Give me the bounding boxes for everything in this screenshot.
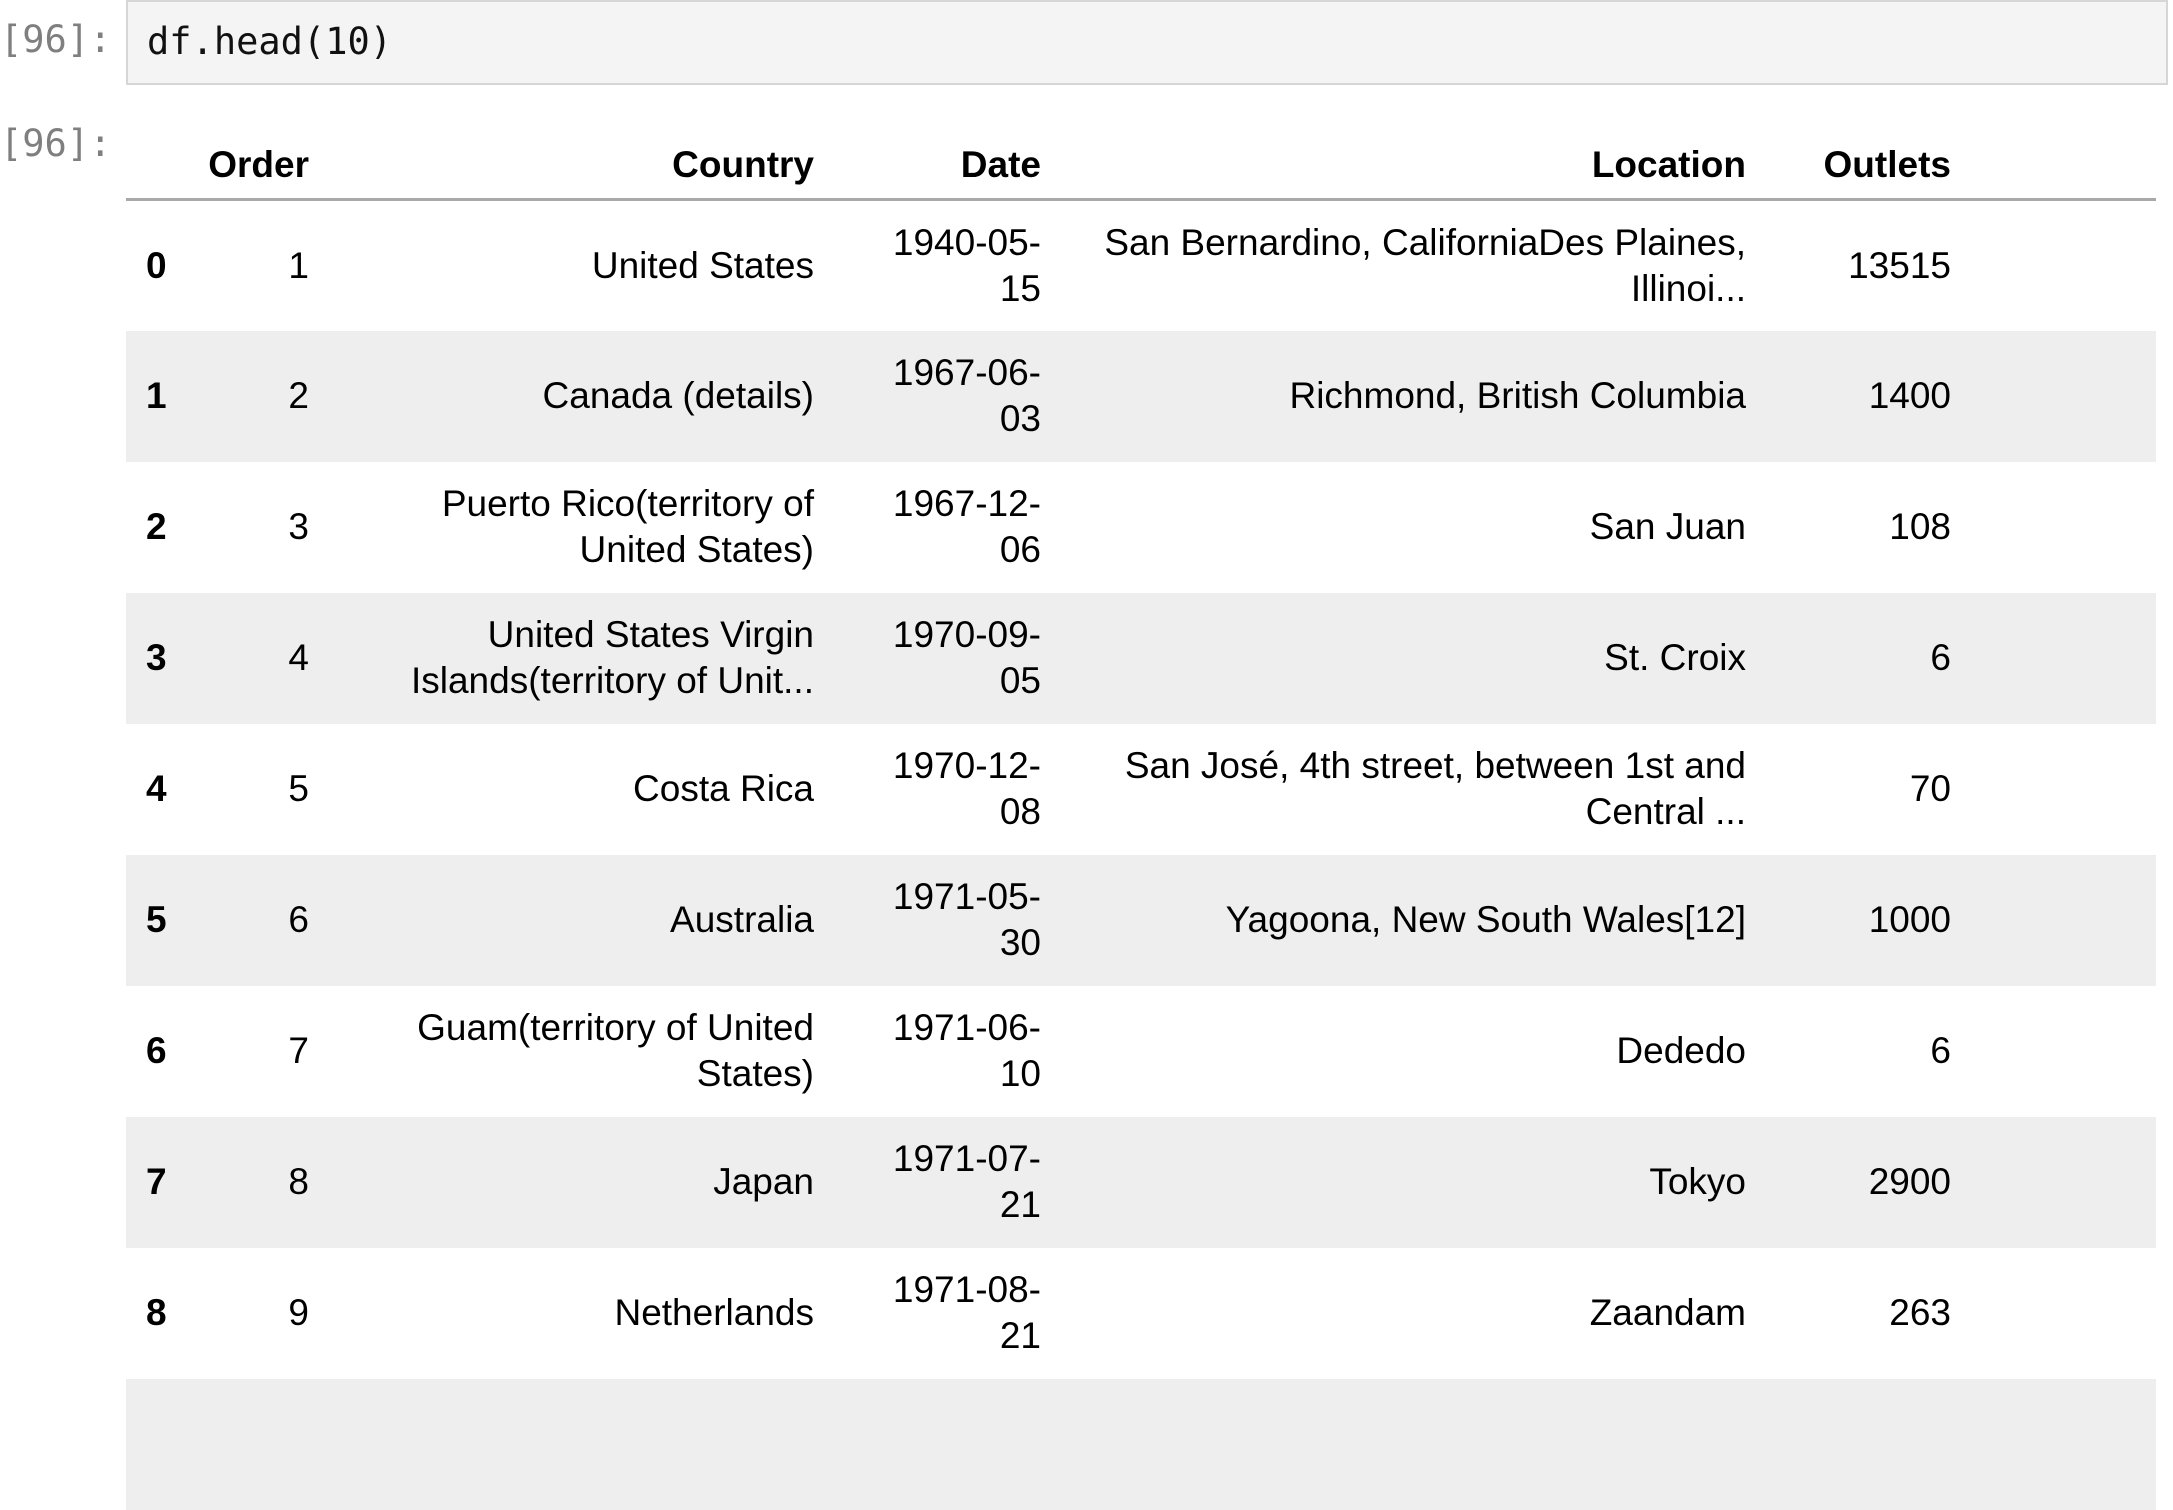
cell-location: Zaandam bbox=[1589, 1292, 1746, 1333]
cell-outlets: 13515 bbox=[1766, 200, 2156, 331]
column-header-outlets-label: Outlets bbox=[1823, 144, 1951, 185]
cell-order: 3 bbox=[288, 506, 309, 547]
cell-outlets: 1000 bbox=[1766, 855, 2156, 986]
cell-location: Richmond, British Columbia bbox=[1289, 375, 1746, 416]
cell-outlets-value: 2900 bbox=[1868, 1161, 1951, 1202]
cell-order: 5 bbox=[288, 768, 309, 809]
cell-country: United States bbox=[591, 244, 814, 286]
cell-location: Yagoona, New South Wales[12] bbox=[1225, 899, 1746, 940]
cell-date: 1970-09-05 bbox=[892, 614, 1041, 701]
cell-date: 1971-08-21 bbox=[892, 1269, 1041, 1356]
cell-outlets: 6 bbox=[1766, 986, 2156, 1117]
table-row: 6 7 Guam(territory of United States) 197… bbox=[126, 986, 2156, 1117]
table-row-partial bbox=[126, 1378, 2156, 1510]
cell-outlets-value: 263 bbox=[1889, 1292, 1951, 1333]
cell-location: Dededo bbox=[1616, 1030, 1746, 1071]
cell-order: 1 bbox=[288, 244, 309, 286]
row-index: 7 bbox=[146, 1161, 167, 1202]
cell-order: 9 bbox=[288, 1292, 309, 1333]
row-index: 4 bbox=[146, 768, 167, 809]
table-row: 4 5 Costa Rica 1970-12-08 San José, 4th … bbox=[126, 724, 2156, 855]
cell-country: Canada (details) bbox=[542, 375, 814, 416]
cell-date: 1940-05-15 bbox=[892, 221, 1041, 309]
row-index: 0 bbox=[146, 244, 167, 286]
cell-outlets-value: 6 bbox=[1930, 1030, 1951, 1071]
input-prompt: [96]: bbox=[0, 18, 112, 61]
cell-order: 2 bbox=[288, 375, 309, 416]
table-body: 0 1 United States 1940-05-15 San Bernard… bbox=[126, 200, 2156, 1510]
cell-order bbox=[186, 1379, 329, 1510]
row-index: 3 bbox=[146, 637, 167, 678]
cell-location: San Bernardino, CaliforniaDes Plaines, I… bbox=[1104, 221, 1746, 309]
cell-outlets: 263 bbox=[1766, 1248, 2156, 1379]
column-header-outlets: Outlets bbox=[1766, 120, 2156, 201]
dataframe-table: Order Country Date Location Outlets 0 1 … bbox=[126, 120, 2156, 1510]
cell-date: 1967-12-06 bbox=[892, 483, 1041, 570]
cell-outlets-value: 70 bbox=[1909, 768, 1951, 809]
cell-date: 1971-06-10 bbox=[892, 1007, 1041, 1094]
cell-country: Puerto Rico(territory of United States) bbox=[441, 483, 814, 570]
cell-country: Guam(territory of United States) bbox=[417, 1007, 814, 1094]
row-index: 8 bbox=[146, 1292, 167, 1333]
table-row: 1 2 Canada (details) 1967-06-03 Richmond… bbox=[126, 330, 2156, 462]
cell-order: 8 bbox=[288, 1161, 309, 1202]
row-index: 5 bbox=[146, 899, 167, 940]
table-row: 2 3 Puerto Rico(territory of United Stat… bbox=[126, 462, 2156, 593]
cell-order: 4 bbox=[288, 637, 309, 678]
cell-country: United States Virgin Islands(territory o… bbox=[410, 614, 814, 701]
cell-outlets: 70 bbox=[1766, 724, 2156, 855]
code-cell-editor[interactable]: df.head(10) bbox=[126, 0, 2168, 85]
output-prompt: [96]: bbox=[0, 122, 112, 165]
cell-date: 1967-06-03 bbox=[892, 352, 1041, 439]
table-row: 7 8 Japan 1971-07-21 Tokyo 2900 bbox=[126, 1116, 2156, 1248]
cell-outlets: 1400 bbox=[1766, 331, 2156, 462]
cell-outlets-value: 13515 bbox=[1848, 244, 1951, 286]
table-row: 3 4 United States Virgin Islands(territo… bbox=[126, 592, 2156, 724]
cell-outlets: 6 bbox=[1766, 593, 2156, 724]
cell-date: 1971-07-21 bbox=[892, 1138, 1041, 1225]
column-header-location: Location bbox=[1061, 120, 1766, 201]
row-index: 2 bbox=[146, 506, 167, 547]
cell-outlets-value: 1000 bbox=[1868, 899, 1951, 940]
header-row: Order Country Date Location Outlets bbox=[126, 120, 2156, 201]
cell-country: Australia bbox=[670, 899, 814, 940]
cell-outlets-value: 1400 bbox=[1868, 375, 1951, 416]
cell-order: 7 bbox=[288, 1030, 309, 1071]
cell-location: Tokyo bbox=[1649, 1161, 1746, 1202]
cell-outlets bbox=[1766, 1379, 2156, 1510]
cell-date: 1970-12-08 bbox=[892, 745, 1041, 832]
cell-date: 1971-05-30 bbox=[892, 876, 1041, 963]
row-index: 1 bbox=[146, 375, 167, 416]
table-header: Order Country Date Location Outlets bbox=[126, 120, 2156, 201]
table-row: 8 9 Netherlands 1971-08-21 Zaandam 263 bbox=[126, 1248, 2156, 1379]
cell-date bbox=[834, 1379, 1061, 1510]
cell-order: 6 bbox=[288, 899, 309, 940]
cell-outlets: 2900 bbox=[1766, 1117, 2156, 1248]
cell-country: Japan bbox=[713, 1161, 814, 1202]
row-index bbox=[126, 1379, 186, 1510]
cell-country: Netherlands bbox=[614, 1292, 814, 1333]
cell-location bbox=[1061, 1379, 1766, 1510]
cell-location: St. Croix bbox=[1604, 637, 1746, 678]
column-header-country: Country bbox=[329, 120, 834, 201]
cell-location: San José, 4th street, between 1st and Ce… bbox=[1124, 745, 1746, 832]
code-line: df.head(10) bbox=[147, 20, 393, 63]
cell-location: San Juan bbox=[1589, 506, 1746, 547]
cell-outlets-value: 6 bbox=[1930, 637, 1951, 678]
cell-country: Costa Rica bbox=[633, 768, 814, 809]
cell-outlets: 108 bbox=[1766, 462, 2156, 593]
table-row: 5 6 Australia 1971-05-30 Yagoona, New So… bbox=[126, 854, 2156, 986]
cell-country bbox=[329, 1379, 834, 1510]
row-index: 6 bbox=[146, 1030, 167, 1071]
index-header bbox=[126, 120, 186, 201]
column-header-order: Order bbox=[186, 120, 329, 201]
column-header-date: Date bbox=[834, 120, 1061, 201]
cell-outlets-value: 108 bbox=[1889, 506, 1951, 547]
table-row: 0 1 United States 1940-05-15 San Bernard… bbox=[126, 200, 2156, 331]
